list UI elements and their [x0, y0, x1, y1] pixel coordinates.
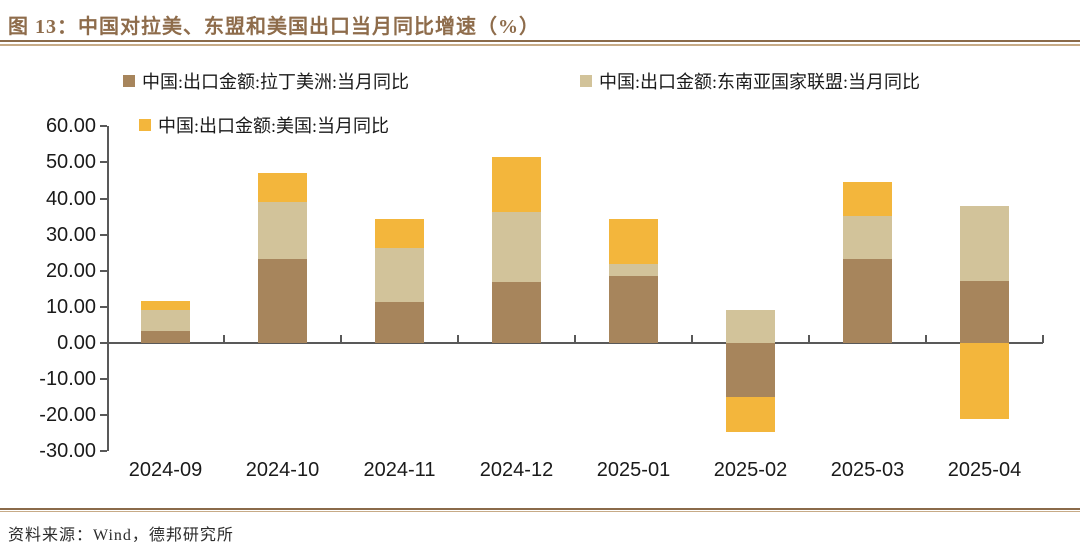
x-axis-category-label: 2025-04	[947, 459, 1022, 481]
figure-title: 图 13：中国对拉美、东盟和美国出口当月同比增速（%）	[8, 16, 540, 38]
y-axis-tick-label: -20.00	[39, 404, 96, 427]
bar-segment	[609, 219, 658, 264]
y-axis-tick-label: -10.00	[39, 368, 96, 391]
x-axis-category-label: 2024-11	[363, 459, 436, 481]
x-axis-category-label: 2024-09	[128, 459, 203, 481]
footer-rule-light	[0, 511, 1080, 512]
bar-segment	[375, 219, 424, 249]
y-axis-tick	[100, 197, 107, 200]
footer-rule-dark	[0, 508, 1080, 510]
y-axis-tick-label: 50.00	[45, 151, 96, 174]
title-rule-dark	[0, 40, 1080, 42]
x-axis-tick	[223, 335, 225, 343]
y-axis-tick	[100, 450, 107, 453]
y-axis-tick	[100, 269, 107, 272]
legend-label-us: 中国:出口金额:美国:当月同比	[158, 116, 390, 136]
bar-segment	[726, 343, 775, 397]
x-axis-category-label: 2025-01	[596, 459, 671, 481]
bar-segment	[609, 275, 658, 343]
x-axis-category-label: 2025-02	[713, 459, 788, 481]
bar-segment	[843, 258, 892, 343]
y-axis-tick-label: 60.00	[45, 115, 96, 138]
x-axis-tick	[457, 335, 459, 343]
x-axis-tick	[691, 335, 693, 343]
bar-segment	[960, 343, 1009, 419]
x-axis-line	[107, 342, 1043, 344]
bar-segment	[375, 302, 424, 343]
bar-segment	[258, 258, 307, 343]
y-axis-tick	[100, 161, 107, 164]
bar-segment	[492, 156, 541, 212]
bar-segment	[492, 211, 541, 283]
y-axis-tick-label: -30.00	[39, 440, 96, 463]
bar-segment	[375, 248, 424, 303]
y-axis-tick	[100, 378, 107, 381]
y-axis-line	[107, 126, 109, 452]
legend-swatch-latam-icon	[123, 75, 135, 87]
bar-segment	[843, 181, 892, 216]
legend-item-latam: 中国:出口金额:拉丁美洲:当月同比	[123, 68, 409, 94]
bar-segment	[726, 396, 775, 432]
y-axis-tick-label: 10.00	[45, 295, 96, 318]
y-axis-tick-label: 0.00	[57, 332, 96, 354]
legend-label-latam: 中国:出口金额:拉丁美洲:当月同比	[142, 72, 410, 92]
bar-segment	[960, 205, 1009, 281]
y-axis-tick-label: 20.00	[45, 259, 96, 282]
y-axis-tick	[100, 342, 107, 344]
bar-segment	[258, 172, 307, 202]
title-rule-light	[0, 44, 1080, 46]
bar-segment	[609, 263, 658, 276]
x-axis-tick	[574, 335, 576, 343]
y-axis-tick	[100, 125, 107, 128]
bar-segment	[141, 331, 190, 343]
bar-segment	[843, 215, 892, 259]
bar-segment	[141, 310, 190, 332]
bar-segment	[726, 309, 775, 343]
bar-segment	[960, 280, 1009, 343]
legend-item-asean: 中国:出口金额:东南亚国家联盟:当月同比	[580, 68, 920, 94]
x-axis-tick	[340, 335, 342, 343]
bar-segment	[258, 201, 307, 259]
legend-swatch-asean-icon	[580, 75, 592, 87]
bar-segment	[492, 282, 541, 343]
x-axis-tick	[925, 335, 927, 343]
legend-swatch-us-icon	[139, 119, 151, 131]
x-axis-category-label: 2024-10	[245, 459, 320, 481]
x-axis-category-label: 2024-12	[479, 459, 554, 481]
x-axis-category-label: 2025-03	[830, 459, 905, 481]
x-axis-tick	[1042, 335, 1044, 343]
x-axis-tick	[808, 335, 810, 343]
y-axis-tick-label: 40.00	[45, 187, 96, 210]
y-axis-tick	[100, 414, 107, 417]
y-axis-tick	[100, 305, 107, 308]
legend-label-asean: 中国:出口金额:东南亚国家联盟:当月同比	[599, 72, 921, 92]
legend-item-us: 中国:出口金额:美国:当月同比	[139, 112, 389, 138]
bar-segment	[141, 301, 190, 311]
y-axis-tick-label: 30.00	[45, 223, 96, 246]
y-axis-tick	[100, 233, 107, 236]
source-note: 资料来源：Wind，德邦研究所	[8, 527, 234, 544]
